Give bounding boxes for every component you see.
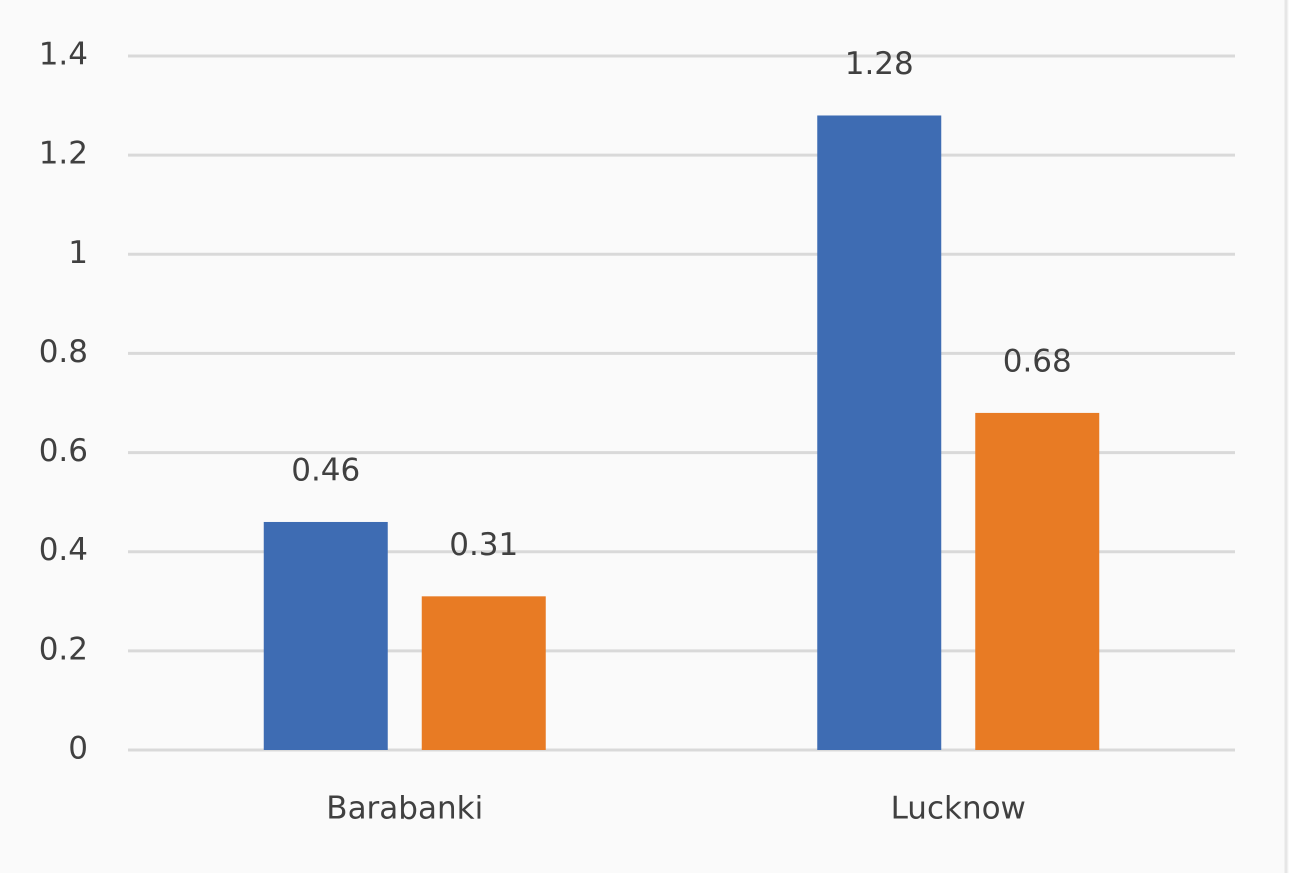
y-tick-label: 1.2 <box>39 136 88 172</box>
y-tick-label: 1 <box>68 235 88 271</box>
y-tick-label: 0 <box>68 731 88 767</box>
bar <box>421 596 546 750</box>
y-tick-label: 1.4 <box>39 37 88 73</box>
y-tick-label: 0.2 <box>39 631 88 667</box>
data-label: 1.28 <box>845 46 914 82</box>
y-tick-label: 0.8 <box>39 334 88 370</box>
data-label: 0.31 <box>449 527 518 563</box>
y-tick-label: 0.6 <box>39 433 88 469</box>
bar <box>817 115 942 750</box>
bar <box>263 521 388 750</box>
bar <box>975 412 1100 750</box>
data-label: 0.68 <box>1003 343 1072 379</box>
y-tick-label: 0.4 <box>39 532 88 568</box>
x-tick-label: Barabanki <box>326 791 483 827</box>
x-tick-label: Lucknow <box>891 791 1026 827</box>
data-label: 0.46 <box>291 452 360 488</box>
